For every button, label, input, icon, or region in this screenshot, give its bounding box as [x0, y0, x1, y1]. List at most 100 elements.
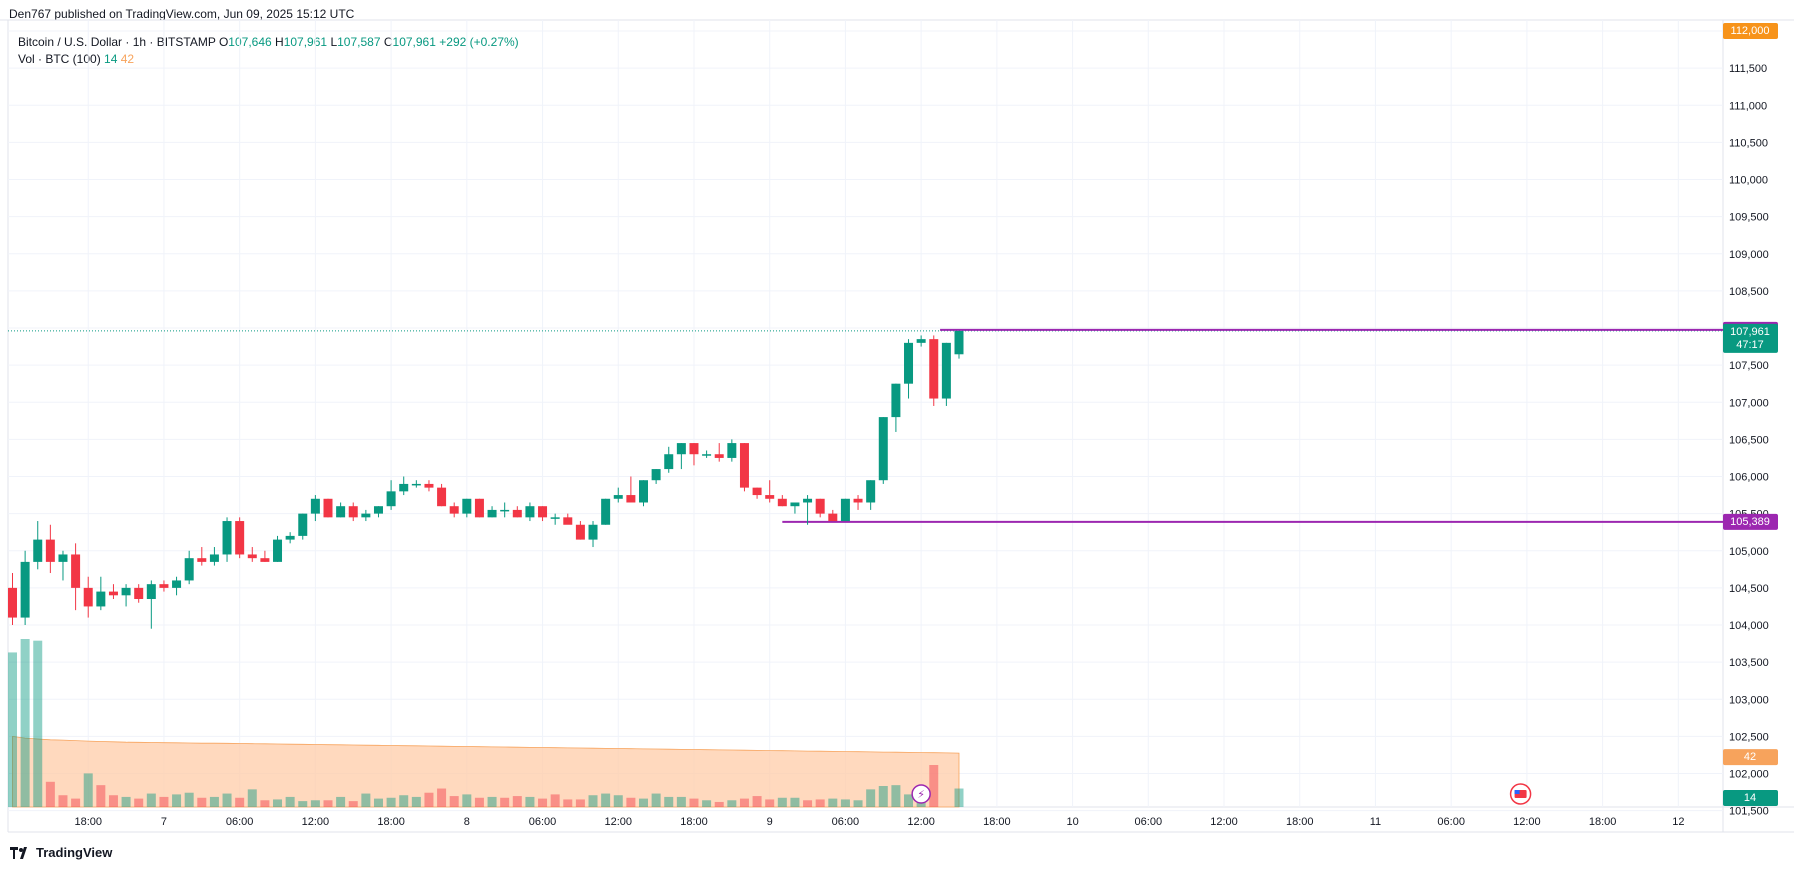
volume-legend: Vol · BTC (100) 14 42 [18, 52, 134, 66]
candle-body [386, 491, 396, 507]
time-tick-label: 12:00 [604, 816, 632, 828]
candle-body [235, 521, 245, 555]
candle-body [878, 417, 888, 481]
candle-body [323, 498, 333, 518]
candle-body [184, 558, 194, 581]
candle-body [134, 587, 144, 600]
tradingview-brand[interactable]: TradingView [36, 845, 113, 860]
candle-body [399, 483, 409, 492]
candle-body [563, 517, 573, 525]
time-tick-label: 18:00 [1286, 816, 1314, 828]
volume-ma-value: 42 [120, 52, 135, 66]
candle-body [853, 498, 863, 503]
high-label: H [275, 35, 284, 49]
candle-body [247, 554, 257, 559]
candle-body [840, 498, 850, 522]
price-tick-label: 104,000 [1729, 620, 1769, 632]
low-label: L [330, 35, 338, 49]
volume-bar [588, 795, 598, 807]
volume-bar [146, 793, 156, 807]
volume-bar [828, 798, 838, 807]
volume-bar [33, 640, 43, 807]
volume-bar [8, 652, 17, 807]
candle-body [929, 339, 939, 399]
volume-label[interactable]: Vol · BTC (100) [18, 52, 101, 66]
candle-body [348, 506, 358, 518]
candle-body [33, 539, 43, 562]
candle-body [146, 584, 156, 600]
symbol-title[interactable]: Bitcoin / U.S. Dollar · 1h · BITSTAMP [18, 35, 216, 49]
candle-body [222, 521, 232, 555]
volume-bar [500, 797, 510, 807]
volume-bar [563, 799, 573, 807]
candle-body [714, 454, 724, 458]
volume-bar [891, 785, 901, 807]
volume-bar [361, 793, 371, 807]
volume-bar [954, 788, 964, 807]
volume-bar [323, 800, 333, 807]
time-tick-label: 10 [1066, 816, 1078, 828]
price-tick-label: 103,000 [1729, 694, 1769, 706]
change-value: +292 (+0.27%) [439, 35, 519, 49]
volume-bar [727, 800, 737, 807]
candle-body [904, 342, 914, 384]
candle-body [373, 506, 383, 514]
volume-bar [121, 796, 131, 807]
time-tick-label: 06:00 [832, 816, 860, 828]
support-price-label-box [1723, 513, 1778, 530]
candle-body [285, 535, 295, 540]
candle-body [8, 587, 17, 618]
volume-bar [336, 796, 346, 807]
candle-body [437, 487, 447, 507]
candle-body [96, 591, 106, 607]
candle-body [525, 506, 535, 518]
time-tick-label: 12:00 [302, 816, 330, 828]
volume-bar [96, 785, 106, 807]
volume-bar [273, 799, 283, 807]
candle-body [108, 591, 118, 596]
volume-bar [462, 794, 472, 807]
candle-body [45, 539, 55, 562]
candle-body [449, 506, 459, 514]
candle-body [752, 487, 762, 496]
candle-body [601, 498, 611, 525]
candle-body [613, 495, 623, 499]
volume-bar [58, 795, 68, 807]
candle-body [500, 509, 510, 512]
time-tick-label: 06:00 [1437, 816, 1465, 828]
volume-bar [575, 799, 585, 807]
time-tick-label: 9 [767, 816, 773, 828]
candle-body [739, 443, 749, 488]
price-tick-label: 109,500 [1729, 212, 1769, 224]
volume-ma-area [12, 735, 960, 808]
volume-bar [424, 792, 434, 807]
time-tick-label: 06:00 [226, 816, 254, 828]
candle-body [411, 483, 421, 486]
price-tick-label: 111,500 [1729, 63, 1767, 75]
candle-body [916, 339, 926, 343]
published-header: Den767 published on TradingView.com, Jun… [9, 7, 355, 21]
price-tick-label: 107,000 [1729, 397, 1769, 409]
volume-bar [172, 794, 182, 807]
candle-body [828, 513, 838, 522]
volume-value: 14 [104, 52, 118, 66]
lightning-event-icon[interactable] [911, 784, 931, 804]
volume-bar [714, 801, 724, 807]
volume-bar [285, 796, 295, 807]
volume-bar [840, 799, 850, 807]
volume-bar [373, 798, 383, 807]
candle-body [575, 524, 585, 540]
time-tick-label: 12:00 [907, 816, 935, 828]
candle-body [260, 558, 270, 562]
time-tick-label: 18:00 [377, 816, 405, 828]
volume-bar [197, 797, 207, 807]
lightning-glyph-icon: ⚡ [917, 788, 925, 801]
volume-bar [525, 796, 535, 807]
candle-body [954, 330, 964, 355]
time-tick-label: 18:00 [680, 816, 708, 828]
volume-bar [613, 795, 623, 807]
volume-bar [512, 796, 522, 807]
candle-body [777, 498, 787, 507]
candle-body [487, 509, 497, 518]
